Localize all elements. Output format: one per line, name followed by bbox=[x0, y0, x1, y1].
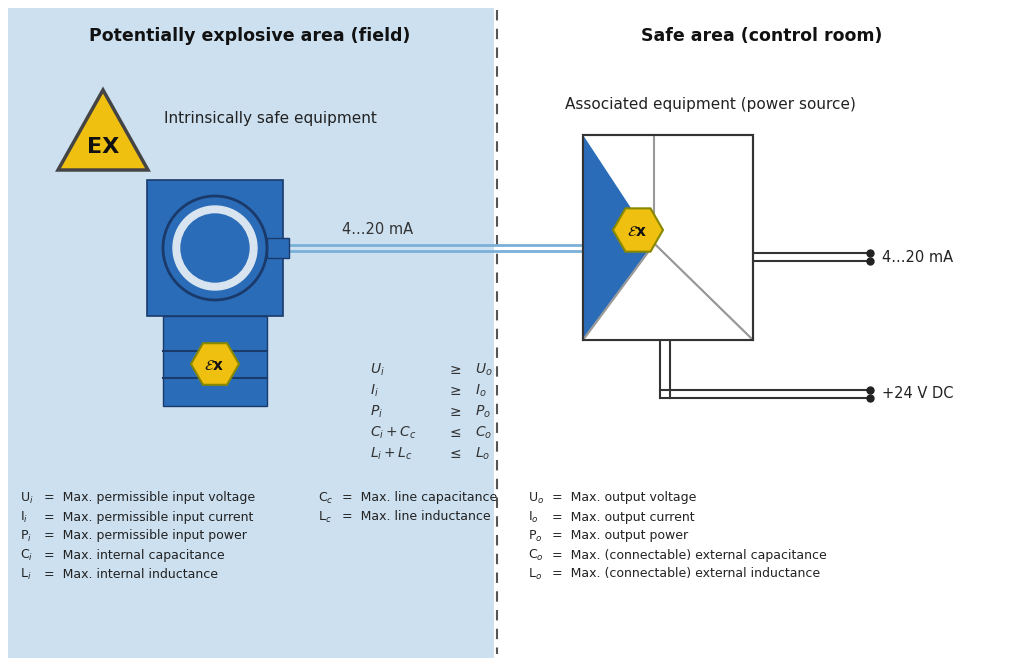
Text: =  Max. permissible input power: = Max. permissible input power bbox=[44, 529, 247, 542]
Bar bbox=[583, 135, 753, 340]
Text: 4...20 mA: 4...20 mA bbox=[882, 250, 953, 264]
Text: ≤: ≤ bbox=[450, 426, 461, 440]
Text: ≥: ≥ bbox=[450, 363, 461, 377]
Text: ≥: ≥ bbox=[450, 384, 461, 398]
Text: EX: EX bbox=[87, 137, 119, 157]
Text: Potentially explosive area (field): Potentially explosive area (field) bbox=[89, 27, 411, 45]
Bar bbox=[267, 238, 289, 258]
Text: ≤: ≤ bbox=[450, 447, 461, 461]
Text: C$_c$: C$_c$ bbox=[318, 491, 334, 505]
Text: =  Max. internal capacitance: = Max. internal capacitance bbox=[44, 548, 224, 562]
Text: 4...20 mA: 4...20 mA bbox=[342, 222, 414, 238]
Text: Safe area (control room): Safe area (control room) bbox=[641, 27, 883, 45]
Text: $\mathcal{E}$x: $\mathcal{E}$x bbox=[627, 224, 647, 238]
Text: =  Max. internal inductance: = Max. internal inductance bbox=[44, 568, 218, 580]
Circle shape bbox=[173, 206, 257, 290]
Bar bbox=[147, 180, 283, 316]
Text: =  Max. permissible input voltage: = Max. permissible input voltage bbox=[44, 491, 255, 505]
Text: U$_i$: U$_i$ bbox=[20, 491, 34, 505]
Bar bbox=[8, 8, 494, 658]
Text: =  Max. output voltage: = Max. output voltage bbox=[552, 491, 696, 505]
Text: =  Max. line capacitance: = Max. line capacitance bbox=[342, 491, 498, 505]
Text: $P_o$: $P_o$ bbox=[475, 404, 490, 420]
Text: $C_i + C_c$: $C_i + C_c$ bbox=[370, 425, 417, 441]
Text: $C_o$: $C_o$ bbox=[475, 425, 493, 441]
Text: =  Max. output power: = Max. output power bbox=[552, 529, 688, 542]
Text: P$_o$: P$_o$ bbox=[528, 529, 543, 544]
Text: =  Max. line inductance: = Max. line inductance bbox=[342, 511, 490, 523]
Text: L$_c$: L$_c$ bbox=[318, 509, 332, 525]
Text: $U_o$: $U_o$ bbox=[475, 362, 493, 378]
Text: $I_i$: $I_i$ bbox=[370, 383, 379, 399]
Text: $P_i$: $P_i$ bbox=[370, 404, 383, 420]
Text: $\mathcal{E}$x: $\mathcal{E}$x bbox=[204, 357, 224, 373]
Text: =  Max. (connectable) external inductance: = Max. (connectable) external inductance bbox=[552, 568, 820, 580]
Text: $U_i$: $U_i$ bbox=[370, 362, 385, 378]
Text: L$_i$: L$_i$ bbox=[20, 566, 32, 582]
Text: C$_i$: C$_i$ bbox=[20, 547, 33, 562]
Text: Associated equipment (power source): Associated equipment (power source) bbox=[564, 98, 855, 112]
Text: P$_i$: P$_i$ bbox=[20, 529, 32, 544]
Text: I$_o$: I$_o$ bbox=[528, 509, 539, 525]
Text: $I_o$: $I_o$ bbox=[475, 383, 486, 399]
Polygon shape bbox=[583, 135, 654, 340]
Bar bbox=[163, 316, 267, 406]
Text: C$_o$: C$_o$ bbox=[528, 547, 544, 562]
Bar bbox=[583, 135, 753, 340]
Text: Intrinsically safe equipment: Intrinsically safe equipment bbox=[164, 110, 377, 125]
Text: L$_o$: L$_o$ bbox=[528, 566, 542, 582]
Circle shape bbox=[181, 214, 249, 282]
Text: +24 V DC: +24 V DC bbox=[882, 386, 953, 402]
Text: =  Max. output current: = Max. output current bbox=[552, 511, 694, 523]
Text: $L_o$: $L_o$ bbox=[475, 446, 490, 462]
Text: =  Max. (connectable) external capacitance: = Max. (connectable) external capacitanc… bbox=[552, 548, 826, 562]
Text: I$_i$: I$_i$ bbox=[20, 509, 29, 525]
Text: =  Max. permissible input current: = Max. permissible input current bbox=[44, 511, 253, 523]
Text: $L_i + L_c$: $L_i + L_c$ bbox=[370, 446, 413, 462]
Polygon shape bbox=[583, 244, 753, 340]
Polygon shape bbox=[58, 90, 148, 170]
Circle shape bbox=[163, 196, 267, 300]
Text: U$_o$: U$_o$ bbox=[528, 491, 544, 505]
Text: ≥: ≥ bbox=[450, 405, 461, 419]
